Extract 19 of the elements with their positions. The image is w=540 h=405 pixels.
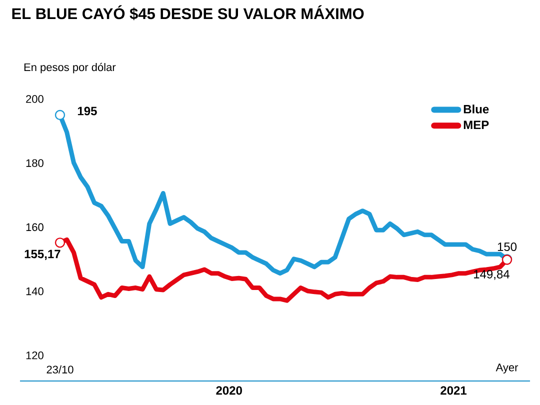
x-tick-label: Ayer <box>496 364 518 374</box>
text: 2020 <box>216 386 242 395</box>
x-tick-label: 23/10 <box>46 365 74 374</box>
point <box>54 110 66 120</box>
y-axis-title: En pesos por dólar <box>24 62 116 74</box>
chart-title: EL BLUE CAYÓ $45 DESDE SU VALOR MÁXIMO <box>12 5 364 20</box>
y-tick-label: 200 <box>26 95 44 103</box>
point <box>54 238 66 248</box>
y-tick-label: 120 <box>26 351 44 360</box>
data-label: 195 <box>78 106 97 116</box>
data-label: 150 <box>498 242 517 252</box>
legend-label: MEP <box>464 120 489 130</box>
y-tick-label: 140 <box>26 287 44 296</box>
y-tick-label: 160 <box>26 223 44 232</box>
text: 2021 <box>440 386 467 395</box>
data-label: 149,84 <box>474 270 510 280</box>
y-tick-label: 180 <box>26 159 44 167</box>
legend-label: Blue <box>464 104 489 114</box>
data-label: 155,17 <box>24 250 60 260</box>
